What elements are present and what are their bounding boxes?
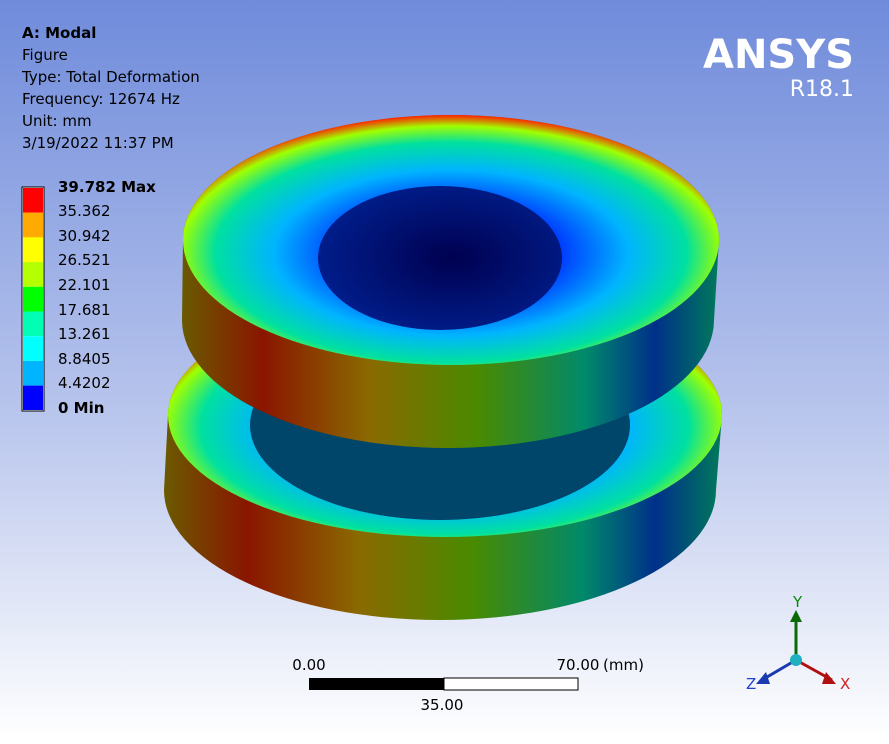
legend-swatch — [23, 385, 43, 410]
triad-y-label: Y — [792, 593, 803, 611]
triad-z-label: Z — [746, 675, 756, 693]
header-line: Unit: mm — [22, 112, 92, 130]
legend: 39.782 Max 35.362 30.942 26.521 22.101 1… — [21, 178, 156, 417]
scale-start: 0.00 — [292, 656, 325, 674]
triad-z-arrow — [756, 672, 770, 684]
scale-bar: 0.00 70.00 (mm) 35.00 — [292, 656, 644, 714]
legend-swatch — [23, 360, 43, 386]
legend-swatch — [23, 311, 43, 337]
header-line: Type: Total Deformation — [21, 68, 200, 86]
legend-label: 22.101 — [58, 276, 111, 294]
legend-swatch — [23, 336, 43, 361]
legend-label: 35.362 — [58, 202, 111, 220]
header: A: Modal Figure Type: Total Deformation … — [21, 24, 200, 152]
legend-label: 4.4202 — [58, 374, 111, 392]
header-line: Figure — [22, 46, 68, 64]
header-line: A: Modal — [22, 24, 96, 42]
scale-segment — [443, 677, 579, 691]
triad-z-axis — [761, 658, 797, 682]
header-line: 3/19/2022 11:37 PM — [22, 134, 174, 152]
legend-label: 30.942 — [58, 227, 111, 245]
triad-origin — [790, 654, 802, 666]
header-line: Frequency: 12674 Hz — [22, 90, 180, 108]
legend-swatch — [23, 237, 43, 263]
legend-label: 39.782 Max — [58, 178, 156, 196]
legend-swatch — [23, 212, 43, 238]
legend-label: 17.681 — [58, 301, 111, 319]
triad-x-label: X — [840, 675, 850, 693]
scale-segment — [309, 678, 444, 690]
triad-x-arrow — [822, 672, 836, 684]
upper-disk-hole — [318, 186, 562, 330]
legend-swatch — [23, 286, 43, 312]
legend-label: 0 Min — [58, 399, 104, 417]
logo-name: ANSYS — [703, 32, 854, 78]
scale-end: 70.00 — [557, 656, 600, 674]
scale-unit: (mm) — [603, 656, 644, 674]
legend-swatch — [23, 188, 43, 213]
legend-label: 13.261 — [58, 325, 111, 343]
axis-triad: Y X Z — [746, 593, 850, 693]
logo-version: R18.1 — [790, 77, 854, 102]
legend-label: 8.8405 — [58, 350, 111, 368]
legend-swatch — [23, 262, 43, 287]
triad-y-arrow — [790, 610, 802, 622]
legend-label: 26.521 — [58, 251, 111, 269]
scale-middle: 35.00 — [421, 696, 464, 714]
